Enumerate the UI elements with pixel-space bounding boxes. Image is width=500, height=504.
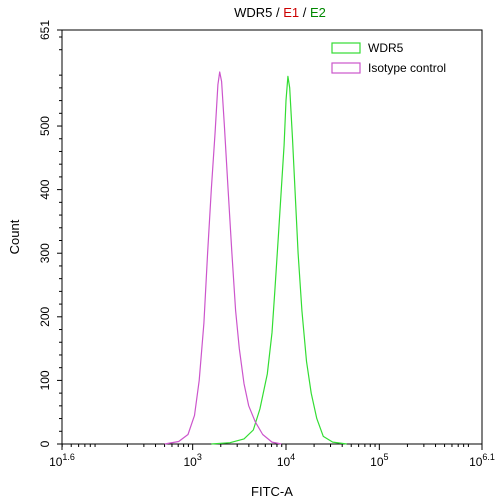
x-tick-exponent: 5 [384,452,389,462]
title-segment-0: WDR5 [234,5,272,20]
x-tick-exponent: 3 [197,452,202,462]
y-tick-label: 400 [38,179,52,199]
y-axis-label: Count [7,219,22,254]
title-segment-4: E2 [310,5,326,20]
y-axis: 0 100 200 300 400 500 651 [38,20,62,447]
title-segment-3: / [299,5,310,20]
x-tick-base: 10 [183,455,197,469]
title-segment-1: / [272,5,283,20]
series-line-1 [164,71,282,445]
series-lines [164,71,347,445]
x-tick-base: 10 [277,455,291,469]
x-tick-base: 10 [370,455,384,469]
x-tick-label: 104 [277,452,295,469]
x-tick-label: 106.1 [469,452,495,469]
x-tick-label: 105 [370,452,388,469]
legend: WDR5 Isotype control [331,41,446,75]
y-tick-label: 0 [38,440,52,447]
legend-swatch-1 [331,62,361,74]
x-tick-label: 103 [183,452,201,469]
x-tick-exponent: 4 [290,452,295,462]
y-tick-label: 100 [38,370,52,390]
chart-title: WDR5 / E1 / E2 [234,5,326,20]
x-tick-base: 10 [49,455,63,469]
x-tick-exponent: 6.1 [482,452,495,462]
x-axis-label: FITC-A [251,484,293,499]
x-tick-base: 10 [469,455,483,469]
y-tick-label: 200 [38,306,52,326]
plot-area-frame [61,29,483,445]
y-tick-label: 651 [38,20,52,40]
title-segment-2: E1 [283,5,299,20]
legend-label-1: Isotype control [368,61,446,75]
x-tick-label: 101.6 [49,452,75,469]
legend-swatch-0 [331,42,361,54]
y-tick-label: 500 [38,116,52,136]
y-tick-label: 300 [38,243,52,263]
x-axis: 101.6 103 104 105 106.1 [49,444,495,469]
legend-label-0: WDR5 [368,41,404,55]
x-tick-exponent: 1.6 [62,452,75,462]
series-line-0 [211,75,347,445]
